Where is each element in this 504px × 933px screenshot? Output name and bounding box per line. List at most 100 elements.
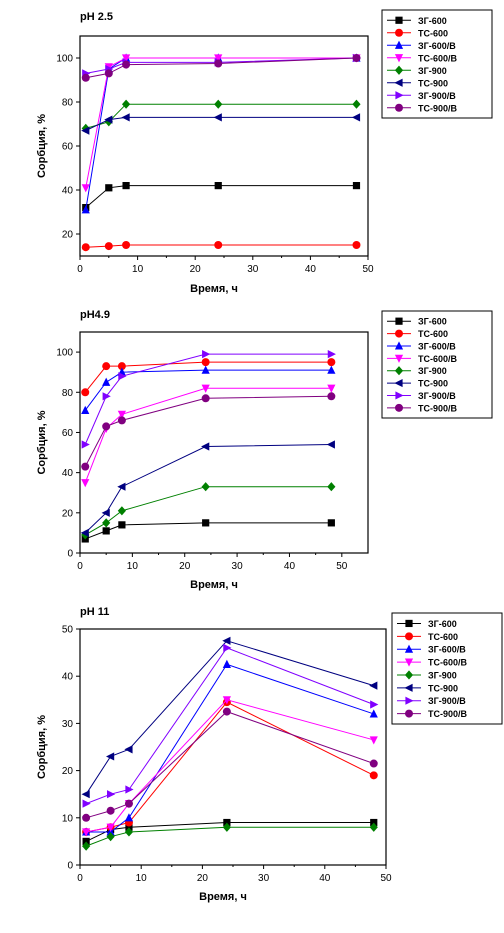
series-7 bbox=[82, 643, 379, 808]
data-point bbox=[327, 350, 336, 359]
data-point bbox=[222, 636, 231, 645]
data-point bbox=[81, 184, 90, 193]
data-point bbox=[82, 837, 90, 845]
x-tick-label: 50 bbox=[362, 264, 374, 275]
legend-marker bbox=[404, 683, 413, 692]
data-point bbox=[327, 365, 336, 374]
legend-label: ТС-600/B bbox=[428, 658, 468, 668]
data-point bbox=[124, 827, 134, 837]
data-point bbox=[214, 99, 223, 109]
y-tick-label: 30 bbox=[62, 719, 74, 730]
data-point bbox=[222, 707, 231, 716]
data-point bbox=[202, 350, 211, 359]
series-4 bbox=[81, 54, 361, 193]
legend-marker bbox=[394, 54, 404, 63]
data-point bbox=[223, 643, 232, 652]
legend-box bbox=[391, 612, 503, 725]
legend-label: ЗГ-900 bbox=[428, 670, 457, 680]
legend-marker bbox=[394, 341, 404, 350]
x-tick-label: 40 bbox=[319, 873, 331, 884]
y-axis-label: Сорбция, % bbox=[36, 114, 48, 178]
data-point bbox=[81, 388, 90, 397]
data-point bbox=[122, 241, 131, 249]
data-point bbox=[222, 659, 231, 668]
chart-panel-1: pH 2.5 0 10 20 30 40 50 20 40 60 80 100 Время, ч Сорб… bbox=[36, 9, 493, 295]
x-axis-label: Время, ч bbox=[190, 579, 238, 591]
legend-marker bbox=[395, 329, 403, 338]
data-point bbox=[104, 242, 113, 251]
data-point bbox=[352, 182, 361, 190]
data-point bbox=[327, 358, 336, 367]
legend-label: ЗГ-600/B bbox=[428, 645, 466, 655]
legend-label: ТС-600 bbox=[418, 329, 448, 339]
data-point bbox=[223, 818, 231, 827]
series-2 bbox=[82, 698, 378, 836]
series-line bbox=[85, 57, 357, 188]
data-point bbox=[105, 184, 113, 192]
y-tick-label: 40 bbox=[62, 186, 74, 197]
legend-label: ЗГ-900/B bbox=[418, 391, 456, 401]
x-tick-label: 50 bbox=[380, 873, 392, 884]
x-tick-label: 10 bbox=[136, 873, 148, 884]
data-point bbox=[82, 828, 91, 837]
legend-marker bbox=[395, 103, 403, 112]
x-tick-label: 20 bbox=[190, 264, 202, 275]
data-point bbox=[201, 358, 210, 367]
plot-frame bbox=[79, 331, 369, 554]
legend-marker bbox=[405, 619, 413, 628]
data-point bbox=[121, 54, 131, 63]
x-tick-label: 10 bbox=[127, 561, 139, 572]
data-point bbox=[352, 241, 361, 249]
data-point bbox=[213, 113, 222, 122]
y-tick-label: 80 bbox=[62, 98, 74, 109]
x-tick-label: 0 bbox=[77, 873, 83, 884]
data-point bbox=[102, 527, 110, 535]
data-point bbox=[214, 241, 223, 249]
legend-marker bbox=[395, 91, 404, 100]
x-tick-label: 0 bbox=[77, 561, 83, 572]
series-line bbox=[86, 699, 374, 833]
data-point bbox=[117, 416, 126, 425]
data-point bbox=[369, 771, 378, 780]
data-point bbox=[369, 681, 378, 690]
data-point bbox=[106, 823, 115, 832]
x-tick-label: 50 bbox=[336, 561, 348, 572]
series-2 bbox=[81, 358, 336, 397]
data-point bbox=[81, 205, 90, 214]
series-line bbox=[84, 387, 332, 483]
y-tick-label: 10 bbox=[62, 813, 74, 824]
data-point bbox=[107, 790, 116, 799]
data-point bbox=[106, 752, 115, 761]
legend-label: ТС-600/B bbox=[418, 354, 458, 364]
x-tick-label: 10 bbox=[132, 264, 144, 275]
legend-marker bbox=[405, 709, 413, 718]
legend-label: ТС-900 bbox=[428, 683, 458, 693]
data-point bbox=[81, 440, 90, 449]
y-tick-label: 20 bbox=[62, 766, 74, 777]
data-point bbox=[102, 518, 111, 528]
data-point bbox=[80, 528, 89, 538]
data-point bbox=[369, 736, 378, 745]
data-point bbox=[124, 813, 134, 822]
data-point bbox=[369, 759, 378, 768]
data-point bbox=[118, 521, 126, 529]
data-point bbox=[101, 508, 110, 517]
y-tick-label: 100 bbox=[56, 348, 73, 359]
series-8 bbox=[81, 54, 361, 82]
y-tick-label: 20 bbox=[62, 508, 74, 519]
data-point bbox=[117, 362, 126, 371]
legend-marker bbox=[394, 40, 404, 49]
legend-label: ЗГ-900 bbox=[418, 366, 447, 376]
data-point bbox=[214, 54, 223, 63]
y-tick-label: 50 bbox=[62, 625, 74, 636]
data-point bbox=[81, 462, 90, 471]
legend-box bbox=[381, 9, 493, 119]
data-point bbox=[352, 99, 361, 109]
x-axis-label: Время, ч bbox=[199, 891, 247, 903]
legend-label: ТС-900/B bbox=[418, 103, 458, 113]
x-tick-label: 20 bbox=[179, 561, 191, 572]
legend: ЗГ-600 ТС-600 ЗГ-600/B ТС-600/B ЗГ-900 ТС-900… bbox=[381, 310, 493, 419]
data-point bbox=[81, 405, 90, 414]
x-tick-label: 30 bbox=[232, 561, 244, 572]
